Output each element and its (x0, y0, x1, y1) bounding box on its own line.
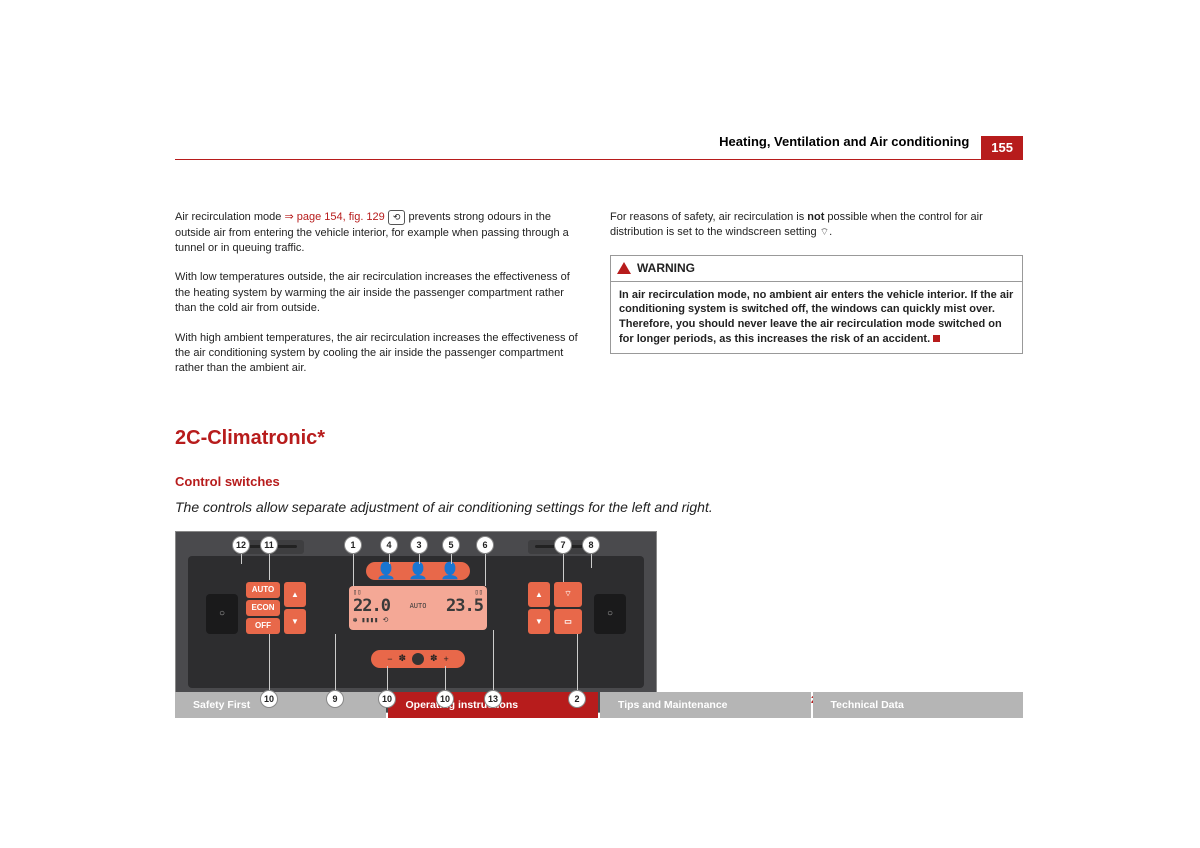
defrost-icon: ⌔ (820, 226, 829, 240)
auto-button: AUTO (246, 582, 280, 598)
page-number: 155 (981, 136, 1023, 159)
warning-body: In air recirculation mode, no ambient ai… (611, 282, 1022, 353)
right-rotary-dial: ○ (594, 594, 626, 634)
text: Air recirculation mode (175, 211, 284, 223)
lcd-temp-left: 22.0 (353, 596, 390, 616)
callout-10b: 10 (436, 690, 454, 708)
warning-heading: WARNING (637, 260, 695, 277)
fan-minus: − (387, 654, 392, 664)
callout-6: 6 (476, 536, 494, 554)
climatronic-panel-figure: ○ AUTO ECON OFF ▲ ▼ 👤 👤 👤 ▯▯ ▯▯ 22.0 AU (175, 531, 657, 713)
defrost-front-button: ⌔ (554, 582, 582, 607)
fan-speed-control: − ✽ ✽ + (371, 650, 465, 668)
lead-line (353, 554, 354, 586)
callout-4: 4 (380, 536, 398, 554)
bottom-nav-tabs: Safety First Operating instructions Tips… (175, 692, 1023, 718)
lcd-dist-icon: ▯▯ (475, 588, 483, 596)
lcd-temp-row: 22.0 AUTO 23.5 (353, 596, 483, 616)
lead-line (577, 634, 578, 690)
text: For reasons of safety, air recirculation… (610, 211, 807, 223)
right-column: For reasons of safety, air recirculation… (610, 210, 1023, 391)
lead-line (493, 630, 494, 690)
nav-technical-data[interactable]: Technical Data (813, 692, 1024, 718)
fan-plus: + (444, 654, 449, 664)
page-header: Heating, Ventilation and Air conditionin… (175, 130, 1023, 160)
callout-7: 7 (554, 536, 572, 554)
lead-line (269, 554, 270, 580)
paragraph-low-temp: With low temperatures outside, the air r… (175, 270, 588, 316)
lead-line (445, 666, 446, 690)
lead-line (563, 554, 564, 582)
dist-icon: 👤 (440, 561, 460, 581)
callout-5: 5 (442, 536, 460, 554)
body-columns: Air recirculation mode ⇒ page 154, fig. … (175, 210, 1023, 391)
figure-row: ○ AUTO ECON OFF ▲ ▼ 👤 👤 👤 ▯▯ ▯▯ 22.0 AU (175, 531, 1023, 713)
section-header-title: Heating, Ventilation and Air conditionin… (719, 134, 969, 149)
warning-header: WARNING (611, 256, 1022, 282)
text: . (829, 226, 832, 238)
lcd-display: ▯▯ ▯▯ 22.0 AUTO 23.5 ✽ ▮▮▮▮ ⟲ (349, 586, 487, 630)
callout-3: 3 (410, 536, 428, 554)
lead-text: The controls allow separate adjustment o… (175, 499, 1023, 515)
lead-line (335, 634, 336, 690)
left-column: Air recirculation mode ⇒ page 154, fig. … (175, 210, 588, 391)
callout-11: 10 (260, 690, 278, 708)
right-temp-up: ▲ (528, 582, 550, 607)
dist-icon: 👤 (376, 561, 396, 581)
lead-line (591, 554, 592, 568)
lead-line (389, 554, 390, 564)
emphasis-not: not (807, 211, 824, 223)
lead-line (241, 554, 242, 564)
callout-2: 2 (568, 690, 586, 708)
section-title: 2C-Climatronic* (175, 427, 1023, 450)
right-temp-down: ▼ (528, 609, 550, 634)
left-rotary-dial: ○ (206, 594, 238, 634)
callout-13: 12 (232, 536, 250, 554)
dist-icon: 👤 (408, 561, 428, 581)
callout-1: 1 (344, 536, 362, 554)
end-marker-icon (933, 335, 940, 342)
lcd-dist-icon: ▯▯ (353, 588, 361, 596)
lcd-mode: AUTO (410, 602, 427, 610)
warning-box: WARNING In air recirculation mode, no am… (610, 255, 1023, 354)
lcd-temp-right: 23.5 (446, 596, 483, 616)
warning-text: In air recirculation mode, no ambient ai… (619, 289, 1013, 346)
warning-triangle-icon (617, 262, 631, 274)
paragraph-recirc-intro: Air recirculation mode ⇒ page 154, fig. … (175, 210, 588, 256)
subsection-title: Control switches (175, 474, 1023, 489)
callout-10a: 10 (378, 690, 396, 708)
callout-9: 9 (326, 690, 344, 708)
lead-line (451, 554, 452, 564)
nav-safety-first[interactable]: Safety First (175, 692, 386, 718)
cross-ref-link[interactable]: ⇒ page 154, fig. 129 (284, 211, 384, 223)
recirc-icon: ⟲ (388, 210, 406, 225)
fan-icon: ✽ (398, 653, 406, 664)
fan-icon: ✽ (430, 653, 438, 664)
nav-tips-maintenance[interactable]: Tips and Maintenance (600, 692, 811, 718)
lead-line (419, 554, 420, 564)
fan-divider-icon (412, 653, 424, 665)
off-button: OFF (246, 618, 280, 634)
callout-12: 11 (260, 536, 278, 554)
lead-line (485, 554, 486, 586)
paragraph-safety: For reasons of safety, air recirculation… (610, 210, 1023, 241)
lcd-fan-icon: ✽ ▮▮▮▮ ⟲ (353, 616, 388, 624)
lead-line (269, 634, 270, 690)
defrost-rear-button: ▭ (554, 609, 582, 634)
callout-14: 13 (484, 690, 502, 708)
callout-8: 8 (582, 536, 600, 554)
econ-button: ECON (246, 600, 280, 616)
air-distribution-strip: 👤 👤 👤 (366, 562, 470, 580)
paragraph-high-temp: With high ambient temperatures, the air … (175, 331, 588, 377)
lcd-icons-row: ▯▯ ▯▯ (353, 588, 483, 596)
left-temp-down: ▼ (284, 609, 306, 634)
lcd-fan-row: ✽ ▮▮▮▮ ⟲ (353, 616, 483, 624)
lead-line (387, 666, 388, 690)
left-temp-up: ▲ (284, 582, 306, 607)
